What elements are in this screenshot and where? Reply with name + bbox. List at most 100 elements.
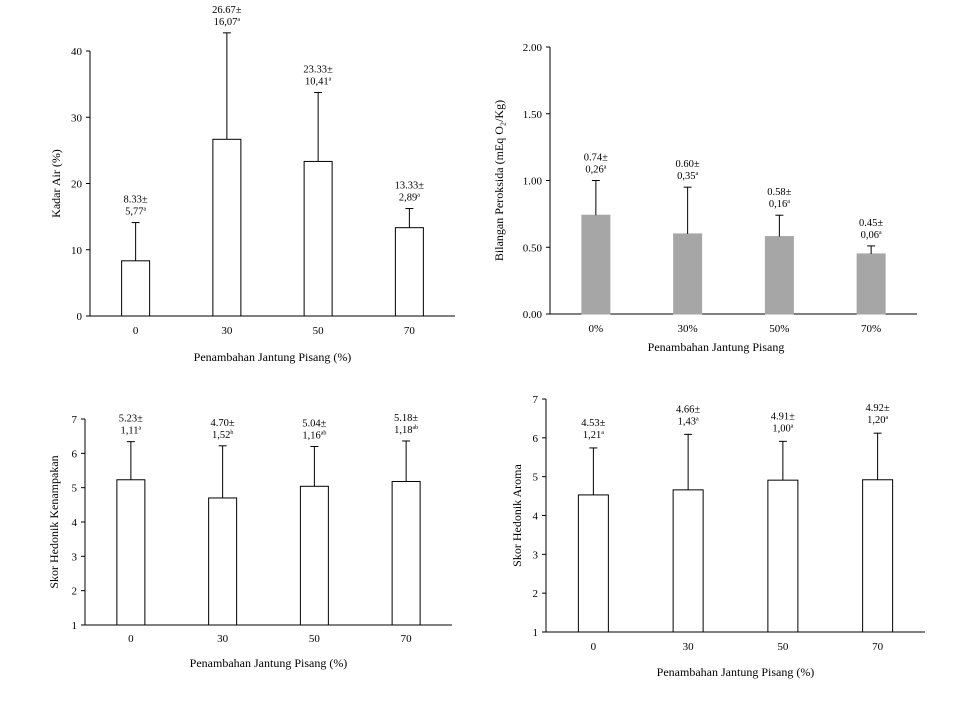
chart-1: 0 10 20 30 40 8.33±5,77a 0 26.67±16,07a 30 23.33±… xyxy=(49,5,455,364)
y-tick-label: 3 xyxy=(533,549,539,561)
bar xyxy=(856,253,886,315)
x-tick-label: 70 xyxy=(872,641,884,653)
data-label-sd: 1,18ab xyxy=(394,425,418,436)
data-label-value: 23.33± xyxy=(303,64,333,75)
y-tick-label: 4 xyxy=(533,511,539,523)
x-tick-label: 50 xyxy=(313,325,325,337)
x-tick-label: 70 xyxy=(404,325,416,337)
y-tick-label: 6 xyxy=(72,448,78,460)
x-tick-label: 30 xyxy=(221,325,233,337)
y-tick-label: 1 xyxy=(72,620,78,632)
bar xyxy=(672,489,704,633)
bar xyxy=(577,494,609,633)
x-tick-label: 0 xyxy=(133,325,139,337)
bar xyxy=(121,260,151,317)
x-tick-label: 50% xyxy=(769,323,789,335)
chart-2: 0.00 0.50 1.00 1.50 2.00 0.74±0,26a 0% 0.60±0,3… xyxy=(492,42,917,354)
x-axis-title: Penambahan Jantung Pisang xyxy=(648,340,785,354)
data-label-value: 5.18± xyxy=(394,413,418,424)
y-tick-label: 0 xyxy=(77,311,83,323)
bar xyxy=(208,497,238,626)
y-tick-label: 10 xyxy=(71,245,83,257)
bar xyxy=(673,233,703,315)
data-label-sd: 5,77a xyxy=(125,207,146,218)
x-tick-label: 0% xyxy=(589,323,604,335)
data-label-sd: 16,07a xyxy=(214,17,241,28)
x-tick-label: 50 xyxy=(309,633,321,645)
y-tick-label: 20 xyxy=(71,179,83,191)
y-tick-label: 2 xyxy=(533,588,539,600)
y-tick-label: 0.50 xyxy=(523,242,543,254)
x-tick-label: 50 xyxy=(777,641,789,653)
data-label-superscript: a xyxy=(237,17,240,23)
y-tick-label: 4 xyxy=(72,517,78,529)
data-label-superscript: b xyxy=(230,430,233,436)
data-label-superscript: ab xyxy=(321,430,327,436)
data-label-superscript: a xyxy=(787,199,790,205)
data-label-superscript: a xyxy=(885,415,888,421)
data-label-sd: 10,41a xyxy=(305,76,332,87)
bar xyxy=(862,479,894,633)
x-tick-label: 30 xyxy=(217,633,229,645)
y-tick-label: 5 xyxy=(533,472,539,484)
x-tick-label: 0 xyxy=(591,641,597,653)
y-tick-label: 6 xyxy=(533,433,539,445)
data-label-superscript: a xyxy=(329,76,332,82)
bar xyxy=(581,214,611,315)
data-label-value: 0.74± xyxy=(584,153,608,164)
data-label-value: 5.23± xyxy=(119,414,143,425)
x-tick-label: 30% xyxy=(678,323,698,335)
data-label-value: 0.45± xyxy=(859,218,883,229)
data-label-value: 26.67± xyxy=(212,5,242,16)
data-label-superscript: ab xyxy=(412,425,418,431)
data-label-sd: 0,35a xyxy=(677,171,698,182)
x-axis-title: Penambahan Jantung Pisang (%) xyxy=(657,665,815,679)
data-label-superscript: a xyxy=(417,193,420,199)
y-tick-label: 1.00 xyxy=(523,176,543,188)
data-label-superscript: a xyxy=(791,423,794,429)
y-tick-label: 5 xyxy=(72,483,78,495)
chart-3: 1 2 3 4 5 6 7 5.23±1,11a 0 4.70±1,52b 30 5.04±1,16a… xyxy=(47,413,452,670)
y-axis-title: Bilangan Peroksida (mEq O₂/Kg) xyxy=(492,100,506,261)
y-tick-label: 2 xyxy=(72,586,78,598)
data-label-superscript: a xyxy=(143,207,146,213)
data-label-superscript: a xyxy=(695,171,698,177)
bar xyxy=(394,227,424,317)
bar xyxy=(299,485,329,626)
x-axis-title: Penambahan Jantung Pisang (%) xyxy=(194,350,352,364)
bar xyxy=(391,480,421,626)
y-axis-title: Skor Hedonik Kenampakan xyxy=(47,455,61,588)
y-tick-label: 30 xyxy=(71,112,83,124)
data-label-value: 4.91± xyxy=(771,411,795,422)
data-label-value: 4.53± xyxy=(581,418,605,429)
data-label-sd: 1,52b xyxy=(212,430,233,441)
data-label-value: 5.04± xyxy=(302,418,326,429)
y-axis-title: Skor Hedonik Aroma xyxy=(510,463,524,566)
data-label-sd: 2,89a xyxy=(399,193,420,204)
bar xyxy=(767,479,799,633)
y-tick-label: 2.00 xyxy=(523,42,543,54)
bar xyxy=(116,479,146,626)
y-tick-label: 0.00 xyxy=(523,309,543,321)
y-tick-label: 1.50 xyxy=(523,109,543,121)
y-axis-title: Kadar Air (%) xyxy=(49,149,63,218)
data-label-value: 13.33± xyxy=(395,181,425,192)
x-tick-label: 0 xyxy=(128,633,134,645)
data-label-superscript: a xyxy=(696,416,699,422)
x-axis-title: Penambahan Jantung Pisang (%) xyxy=(190,656,348,670)
data-label-value: 8.33± xyxy=(124,195,148,206)
data-label-sd: 1,16ab xyxy=(302,430,326,441)
data-label-superscript: a xyxy=(601,430,604,436)
x-tick-label: 30 xyxy=(683,641,695,653)
bar xyxy=(764,236,794,315)
chart-4: 1 2 3 4 5 6 7 4.53±1,21a 0 4.66±1,43a 30 4.91±1,00a… xyxy=(510,394,925,679)
data-label-value: 0.60± xyxy=(676,159,700,170)
x-tick-label: 70 xyxy=(401,633,413,645)
data-label-value: 0.58± xyxy=(767,187,791,198)
y-tick-label: 1 xyxy=(533,627,539,639)
y-tick-label: 3 xyxy=(72,551,78,563)
data-label-sd: 1,11a xyxy=(121,426,142,437)
data-label-sd: 1,00a xyxy=(772,423,793,434)
data-label-sd: 0,06a xyxy=(861,230,882,241)
